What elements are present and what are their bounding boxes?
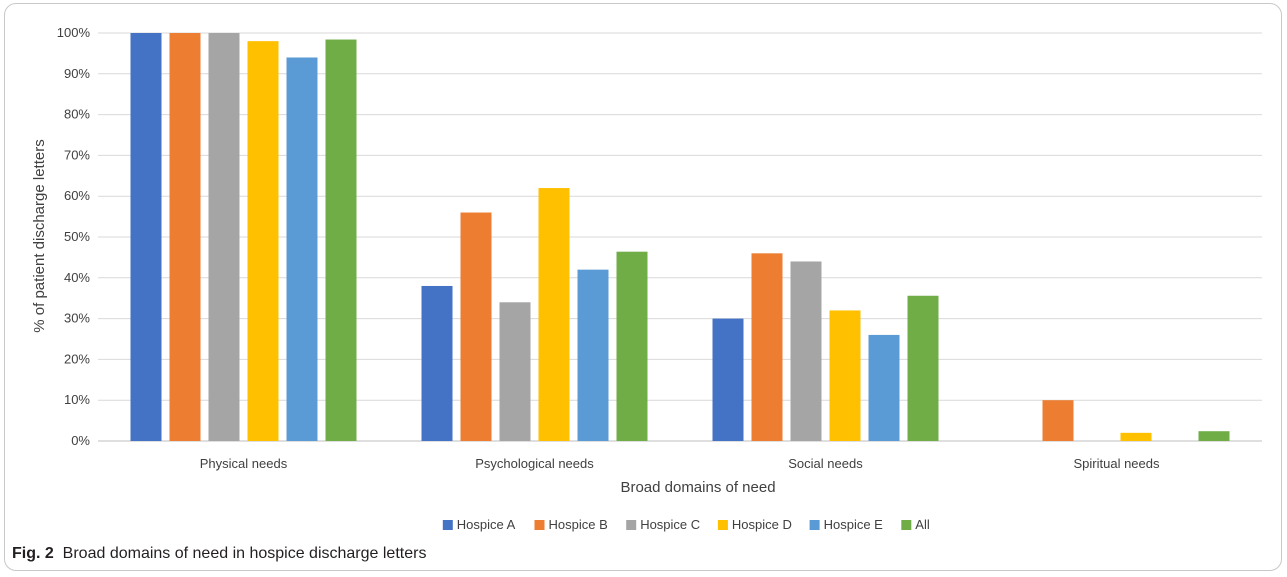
bar-hospice-c <box>499 302 531 441</box>
bar-all <box>325 39 357 441</box>
bar-hospice-c <box>208 33 240 441</box>
bar-hospice-b <box>1042 400 1074 441</box>
x-tick-label: Social needs <box>788 456 863 471</box>
legend-swatch-hospice-c <box>626 520 637 530</box>
legend-swatch-hospice-a <box>442 520 453 530</box>
y-tick-label: 80% <box>64 107 90 122</box>
bar-hospice-e <box>868 334 900 441</box>
bar-hospice-e <box>286 57 318 441</box>
bar-hospice-a <box>421 285 453 441</box>
y-tick-label: 50% <box>64 229 90 244</box>
bar-hospice-d <box>538 188 570 441</box>
y-tick-label: 60% <box>64 188 90 203</box>
bars <box>130 33 1230 441</box>
y-tick-label: 10% <box>64 392 90 407</box>
bar-hospice-c <box>790 261 822 441</box>
y-tick-label: 20% <box>64 351 90 366</box>
legend-swatch-all <box>901 520 912 530</box>
y-tick-label: 40% <box>64 270 90 285</box>
bar-hospice-d <box>829 310 861 441</box>
legend-swatch-hospice-b <box>534 520 545 530</box>
bar-hospice-d <box>247 41 279 441</box>
bar-all <box>907 295 939 441</box>
x-tick-label: Psychological needs <box>475 456 594 471</box>
x-tick-label: Physical needs <box>200 456 288 471</box>
legend-label-all: All <box>915 517 930 532</box>
figure-caption-text: Broad domains of need in hospice dischar… <box>62 545 427 562</box>
y-tick-label: 100% <box>57 25 91 40</box>
bar-hospice-b <box>460 212 492 441</box>
bar-hospice-d <box>1120 432 1152 441</box>
bar-all <box>616 251 648 441</box>
y-tick-label: 70% <box>64 147 90 162</box>
legend-swatch-hospice-e <box>809 520 820 530</box>
legend-label-hospice-a: Hospice A <box>457 517 516 532</box>
legend-swatch-hospice-d <box>717 520 728 530</box>
y-tick-label: 90% <box>64 66 90 81</box>
y-axis-ticks: 0% 10% 20% 30% 40% 50% 60% 70% 80% 90% 100% <box>57 25 91 448</box>
y-tick-label: 30% <box>64 311 90 326</box>
legend-label-hospice-b: Hospice B <box>549 517 608 532</box>
x-tick-label: Spiritual needs <box>1074 456 1160 471</box>
x-axis-ticks: Physical needs Psychological needs Social … <box>200 456 1160 471</box>
bar-hospice-e <box>577 269 609 441</box>
bar-all <box>1198 431 1230 441</box>
legend-label-hospice-c: Hospice C <box>640 517 700 532</box>
x-axis-title: Broad domains of need <box>620 479 775 496</box>
legend-label-hospice-d: Hospice D <box>732 517 792 532</box>
y-axis-title: % of patient discharge letters <box>31 139 48 332</box>
bar-hospice-a <box>130 33 162 441</box>
bar-hospice-b <box>751 253 783 441</box>
bar-hospice-b <box>169 33 201 441</box>
figure-label: Fig. 2 <box>12 545 54 562</box>
figure-caption: Fig. 2 Broad domains of need in hospice … <box>12 545 426 563</box>
bar-hospice-a <box>712 318 744 441</box>
legend-label-hospice-e: Hospice E <box>824 517 884 532</box>
legend: Hospice A Hospice B Hospice C Hospice D Hosp… <box>442 517 930 532</box>
y-tick-label: 0% <box>71 433 90 448</box>
